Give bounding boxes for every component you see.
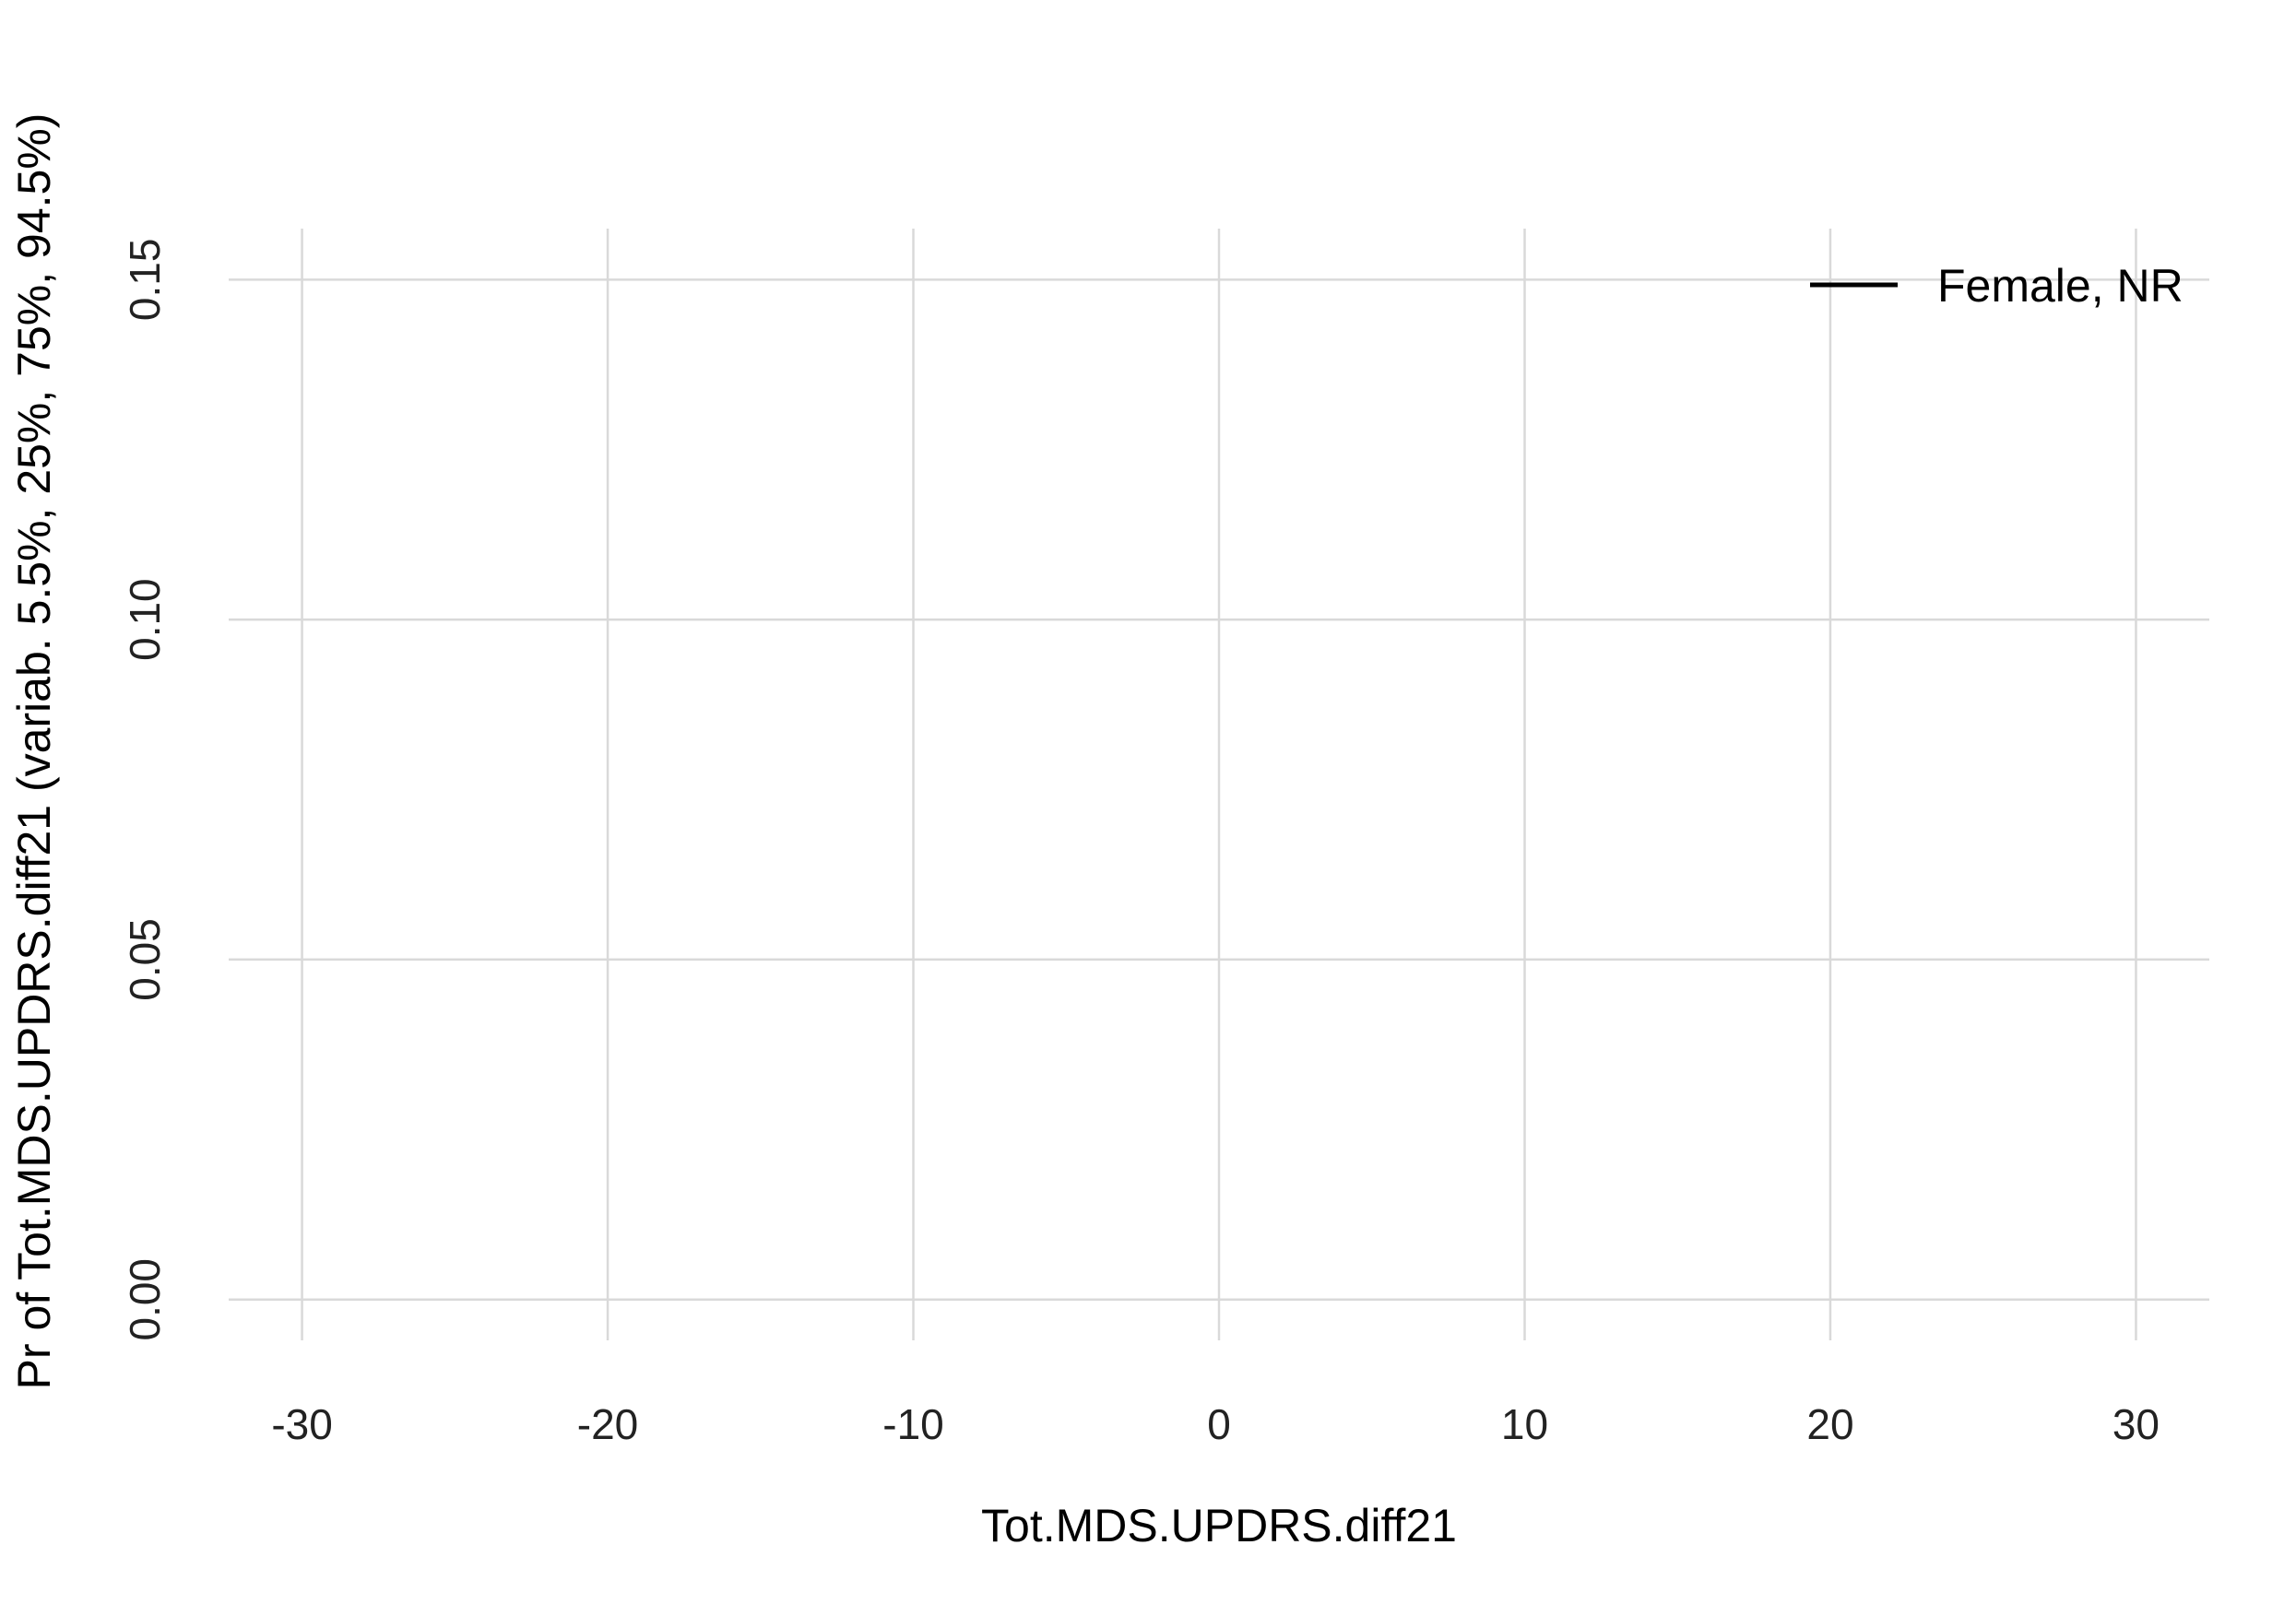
x-tick-label: 10	[1501, 1400, 1548, 1448]
x-tick-label: 0	[1207, 1400, 1231, 1448]
y-gridlines	[229, 278, 2209, 1301]
x-tick-label: -20	[577, 1400, 638, 1448]
y-axis-title: Pr of Tot.MDS.UPDRS.diff21 (variab. 5.5%…	[8, 113, 60, 1390]
y-tick-label: 0.00	[121, 1258, 169, 1341]
y-tick-label: 0.05	[121, 918, 169, 1001]
x-tick-label: -10	[882, 1400, 943, 1448]
x-gridlines	[301, 229, 2137, 1340]
x-tick-label: 20	[1806, 1400, 1853, 1448]
x-tick-label: 30	[2113, 1400, 2160, 1448]
legend-label: Female, NR	[1937, 260, 2184, 312]
y-tick-labels: 0.00 0.05 0.10 0.15	[121, 239, 169, 1341]
legend: Female, NR	[1810, 260, 2184, 312]
y-tick-label: 0.10	[121, 578, 169, 661]
y-tick-label: 0.15	[121, 239, 169, 322]
x-tick-label: -30	[271, 1400, 332, 1448]
x-tick-labels: -30 -20 -10 0 10 20 30	[271, 1400, 2160, 1448]
x-axis-title: Tot.MDS.UPDRS.diff21	[981, 1500, 1457, 1551]
